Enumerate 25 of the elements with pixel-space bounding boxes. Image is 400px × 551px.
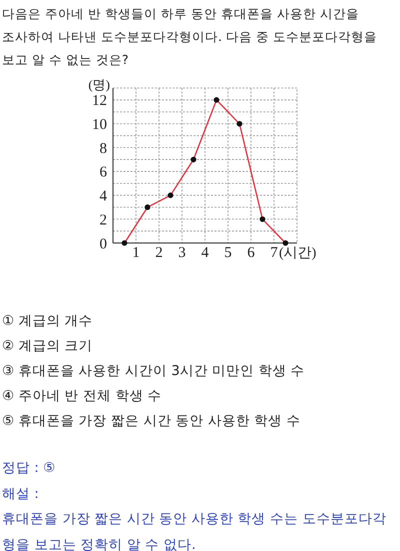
x-tick-label: 2 (155, 245, 163, 261)
x-tick-label: 5 (224, 245, 232, 261)
x-tick-label: 3 (178, 245, 186, 261)
y-tick-label: 12 (92, 93, 107, 110)
x-tick-label: 1 (132, 245, 140, 261)
text: 휴대폰을 가장 짧은 시간 동안 사용한 학생 수는 도수분포다각형을 보고는 정확히 알 수 없다. (2, 510, 388, 551)
text: ① 계급의 개수 (2, 312, 94, 331)
x-tick-label: 4 (201, 245, 210, 261)
y-tick-label: 2 (100, 212, 107, 228)
x-axis-title: (시간) (279, 246, 317, 261)
text: 정답 : ⑤ (2, 459, 56, 478)
text: ④ 주아네 반 전체 학생 수 (2, 387, 163, 406)
x-tick-label: 7 (270, 245, 278, 261)
text: 해설 : (2, 484, 40, 504)
y-tick-label: 0 (100, 236, 107, 252)
y-tick-label: 4 (100, 188, 108, 205)
y-axis-title: (명) (88, 77, 110, 92)
x-tick-label: 6 (247, 245, 256, 261)
y-tick-label: 6 (100, 164, 108, 181)
y-tick-label: 8 (100, 140, 107, 157)
chart-title: 다음은 주아네 반 학생들이 하루 동안 휴대폰을 사용한 시간을 조사하여 나타낸 도수분포다각형이다. 다음 중 도수분포다각형을 보고 알 수 없는 것은? (2, 5, 378, 69)
y-tick-label: 10 (92, 117, 107, 134)
text: ② 계급의 크기 (2, 337, 94, 356)
text: ⑤ 휴대폰을 가장 짧은 시간 동안 사용한 학생 수 (2, 412, 302, 431)
text: ③ 휴대폰을 사용한 시간이 3시간 미만인 학생 수 (2, 362, 306, 381)
